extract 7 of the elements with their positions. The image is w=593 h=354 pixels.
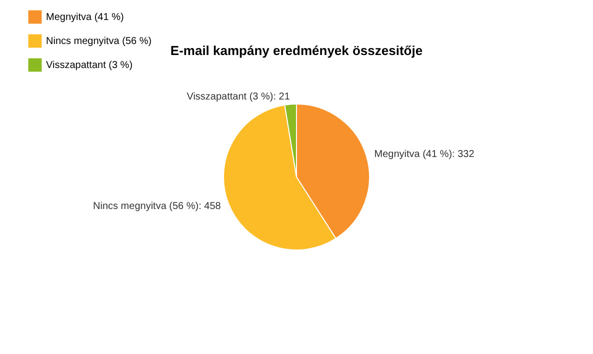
legend-label: Visszapattant (3 %) [46,60,133,71]
data-label: Megnyitva (41 %): 332 [374,149,475,160]
text: E-mail kampány eredmények összesitője [170,43,423,58]
legend-label: Megnyitva (41 %) [46,12,124,23]
data-label: Nincs megnyitva (56 %): 458 [93,200,222,212]
legend-label: Nincs megnyitva (56 %) [46,36,152,47]
data-label: Visszapattant (3 %): 21 [186,91,290,102]
